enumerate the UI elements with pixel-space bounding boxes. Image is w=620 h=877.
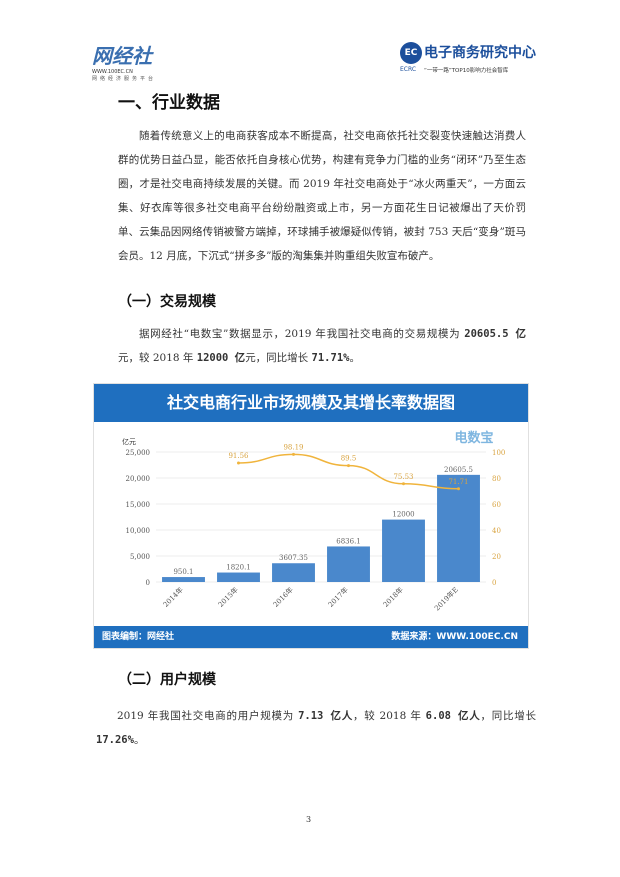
- bar-label: 12000: [392, 511, 414, 519]
- subsection-title-trade: （一）交易规模: [118, 294, 216, 310]
- watermark-logo: 电数宝: [454, 430, 493, 446]
- bar: [217, 572, 260, 582]
- growth-label: 75.53: [393, 473, 413, 481]
- growth-point: [347, 464, 350, 468]
- bar: [382, 519, 425, 582]
- market-size-chart: 社交电商行业市场规模及其增长率数据图 亿元 0 5,000 10,000 15,000 2…: [93, 383, 529, 649]
- y-tick-label: 20,000: [126, 475, 151, 483]
- y2-tick-label: 40: [492, 527, 501, 535]
- wangjingshe-logo: 网经社 WWW.100EC.CN 网络经济服务平台: [92, 44, 157, 82]
- growth-point: [402, 482, 405, 486]
- y2-tick-label: 20: [492, 553, 501, 561]
- trade-paragraph: 据网经社“电数宝”数据显示，2019 年我国社交电商的交易规模为 20605.5…: [118, 328, 526, 364]
- x-tick-label: 2017年: [326, 585, 350, 609]
- chart-plot: 亿元 0 5,000 10,000 15,000 20,000 25,000 0 20 40 60 8…: [122, 430, 505, 613]
- bar: [437, 474, 480, 582]
- bar-label: 1820.1: [226, 564, 251, 572]
- x-tick-label: 2014年: [161, 585, 185, 609]
- y-tick-label: 15,000: [126, 501, 151, 509]
- growth-label: 71.71: [448, 478, 468, 486]
- y-tick-label: 5,000: [130, 553, 150, 561]
- y2-tick-label: 100: [492, 449, 505, 457]
- growth-label: 91.56: [228, 452, 249, 460]
- y2-tick-label: 0: [492, 579, 496, 587]
- growth-point: [457, 487, 460, 491]
- x-tick-label: 2016年: [271, 585, 295, 609]
- page-number: 3: [306, 815, 312, 824]
- growth-point: [292, 452, 295, 456]
- section-title: 一、行业数据: [118, 93, 220, 113]
- y-tick-label: 25,000: [126, 449, 151, 457]
- ec-logo-icon: EC: [400, 42, 422, 64]
- bar-label: 20605.5: [444, 466, 473, 474]
- bar: [162, 577, 205, 582]
- y2-tick-label: 80: [492, 475, 501, 483]
- y-tick-label: 0: [146, 579, 150, 587]
- x-tick-label: 2019年E: [432, 585, 460, 613]
- chart-title: 社交电商行业市场规模及其增长率数据图: [94, 384, 528, 422]
- bar-label: 950.1: [173, 568, 193, 576]
- x-tick-label: 2018年: [381, 585, 405, 609]
- intro-paragraph: 随着传统意义上的电商获客成本不断提高，社交电商依托社交裂变快速触达消费人群的优势…: [118, 130, 526, 262]
- chart-footer: 图表编制：网经社 数据来源：WWW.100EC.CN: [94, 626, 528, 648]
- bar-label: 3607.35: [279, 554, 308, 562]
- y-tick-label: 10,000: [126, 527, 151, 535]
- growth-point: [237, 461, 240, 465]
- bar: [327, 546, 370, 582]
- subsection-title-users: （二）用户规模: [118, 672, 216, 688]
- bar: [272, 563, 315, 582]
- growth-label: 89.5: [341, 455, 357, 463]
- users-paragraph: 2019 年我国社交电商的用户规模为 7.13 亿人，较 2018 年 6.08…: [96, 710, 537, 746]
- x-tick-label: 2015年: [216, 585, 240, 609]
- growth-label: 98.19: [283, 443, 303, 451]
- bar-label: 6836.1: [336, 537, 361, 545]
- y2-tick-label: 60: [492, 501, 501, 509]
- y-axis-label: 亿元: [122, 437, 136, 446]
